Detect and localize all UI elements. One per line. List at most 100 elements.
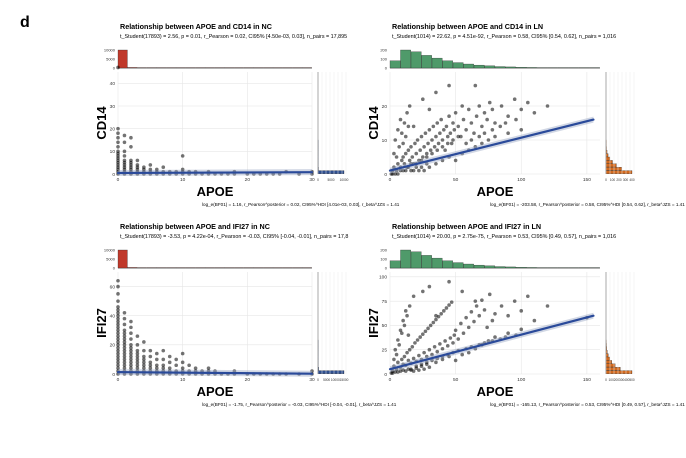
top-hist-bar	[505, 66, 516, 69]
data-point	[453, 111, 458, 115]
data-point	[116, 340, 120, 344]
data-point	[122, 133, 127, 138]
data-point	[206, 366, 211, 370]
fit-line	[116, 371, 314, 375]
y-tick-label: 20	[110, 126, 116, 132]
y-tick-label: 60	[110, 284, 116, 290]
data-point	[180, 154, 185, 158]
x-axis-label: APOE	[197, 384, 234, 399]
data-point	[452, 333, 457, 337]
side-hist-bar	[605, 156, 611, 161]
data-point	[499, 304, 504, 308]
data-point	[409, 168, 413, 173]
scatter-points	[389, 83, 550, 176]
data-point	[135, 163, 140, 167]
data-point	[453, 328, 458, 333]
top-hist-bar	[515, 67, 527, 69]
data-point	[434, 313, 438, 318]
data-point	[499, 104, 504, 108]
scatter-points	[116, 65, 314, 176]
data-point	[407, 347, 412, 352]
data-point	[407, 104, 412, 108]
panel-title: Relationship between APOE and CD14 in NC	[120, 22, 272, 31]
data-point	[473, 299, 478, 303]
side-hist-tick-label: 0	[317, 178, 319, 182]
data-point	[122, 158, 127, 163]
x-tick-label: 0	[389, 377, 392, 383]
data-point	[498, 124, 503, 129]
data-point	[451, 121, 455, 125]
data-point	[174, 357, 178, 362]
data-point	[116, 351, 120, 356]
data-point	[472, 319, 476, 324]
data-point	[122, 328, 127, 333]
data-point	[393, 347, 398, 352]
side-hist-tick-label: 400	[629, 178, 635, 182]
side-hist-tick-label: 100	[610, 178, 616, 182]
x-tick-label: 100	[517, 177, 525, 183]
data-point	[116, 278, 120, 283]
data-point	[506, 131, 510, 135]
data-point	[135, 158, 140, 163]
data-point	[419, 134, 424, 139]
side-hist-tick-label: 300	[623, 178, 629, 182]
data-point	[519, 128, 524, 132]
panel-title: Relationship between APOE and CD14 in LN	[392, 22, 544, 31]
grid	[117, 272, 313, 375]
data-point	[453, 158, 458, 163]
data-point	[473, 145, 478, 149]
top-hist-bar	[431, 57, 443, 69]
data-point	[459, 134, 463, 139]
data-point	[490, 318, 495, 323]
x-tick-label: 10	[180, 177, 186, 183]
side-hist-tick-label: 200	[616, 178, 622, 182]
data-point	[403, 151, 408, 156]
grid	[117, 72, 313, 175]
data-point	[393, 138, 398, 142]
data-point	[180, 366, 185, 370]
data-point	[506, 331, 510, 335]
data-point	[449, 300, 454, 304]
data-point	[135, 366, 140, 370]
top-hist-bar	[442, 260, 453, 269]
top-hist-tick-label: 0	[113, 266, 116, 271]
data-point	[116, 313, 120, 318]
data-point	[419, 165, 424, 169]
panel-footer: log_e(BF01) = -203.58, r_Pearson^posteri…	[490, 202, 685, 207]
data-point	[503, 121, 508, 125]
data-point	[451, 341, 455, 345]
data-point	[427, 365, 432, 369]
data-point	[122, 354, 127, 359]
data-point	[396, 162, 400, 166]
data-point	[442, 309, 446, 313]
data-point	[142, 360, 146, 365]
y-tick-label: 0	[112, 372, 115, 378]
data-point	[122, 337, 127, 341]
data-point	[430, 151, 434, 156]
y-tick-label: 75	[382, 299, 388, 305]
data-point	[142, 366, 146, 370]
x-axis-label: APOE	[477, 384, 514, 399]
data-point	[485, 117, 489, 122]
data-point	[464, 141, 468, 146]
data-point	[418, 335, 422, 339]
side-hist-bar	[605, 153, 609, 157]
data-point	[116, 360, 120, 365]
data-point	[493, 311, 497, 316]
data-point	[442, 128, 446, 132]
data-point	[411, 168, 416, 173]
data-point	[449, 141, 454, 146]
data-point	[486, 339, 491, 343]
data-point	[400, 331, 404, 335]
panel-apoe-cd14-ln: Relationship between APOE and CD14 in LN…	[368, 20, 685, 210]
data-point	[401, 141, 405, 146]
side-hist-tick-label: 300	[619, 378, 625, 382]
data-point	[448, 336, 453, 340]
data-point	[398, 117, 403, 122]
data-point	[424, 360, 429, 365]
data-point	[406, 148, 411, 152]
grid	[389, 72, 600, 175]
data-point	[519, 309, 524, 313]
data-point	[480, 141, 484, 146]
